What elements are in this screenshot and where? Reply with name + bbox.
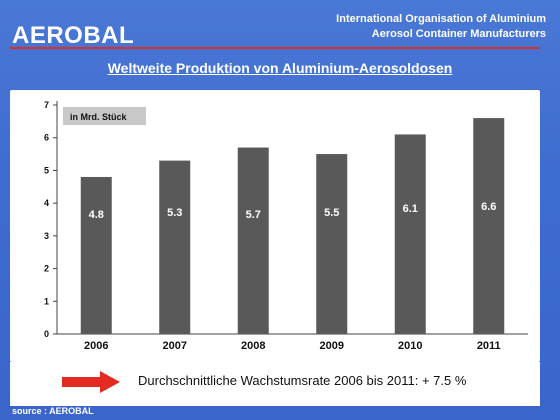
y-tick-label: 0 [44,329,49,339]
x-tick-label-2006: 2006 [84,340,108,352]
y-tick-label: 6 [44,133,49,143]
chart-title: Weltweite Produktion von Aluminium-Aeros… [107,60,453,76]
organisation-line-1: International Organisation of Aluminium [336,13,546,25]
unit-label: in Mrd. Stück [70,112,127,122]
bar-2008 [237,147,269,334]
bar-2011 [473,118,505,334]
unit-label-box [63,107,146,125]
bar-2007 [159,160,191,334]
bar-series [80,118,505,334]
summary-panel: Durchschnittliche Wachstumsrate 2006 bis… [10,362,540,406]
growth-rate-note: Durchschnittliche Wachstumsrate 2006 bis… [138,373,467,388]
data-label-2007: 5.3 [167,207,182,219]
y-tick-label: 2 [44,264,49,274]
bar-2009 [316,154,348,334]
source-credit: source : AEROBAL [12,406,94,416]
header-divider [10,47,540,49]
y-tick-label: 3 [44,231,49,241]
brand-logo: AEROBAL [12,22,135,49]
right-arrow-icon [62,371,120,393]
bar-2006 [80,176,112,334]
data-label-2011: 6.6 [481,201,496,213]
y-tick-label: 5 [44,165,49,175]
x-tick-label-2011: 2011 [477,340,501,352]
x-tick-label-2007: 2007 [163,340,187,352]
y-tick-label: 1 [44,296,49,306]
data-label-2010: 6.1 [403,203,418,215]
organisation-name: International Organisation of Aluminium … [336,12,546,42]
x-tick-label-2009: 2009 [320,340,344,352]
y-tick-label: 4 [44,198,49,208]
x-tick-label-2010: 2010 [398,340,422,352]
bar-chart: 0 1 2 3 4 5 6 7 in Mrd. Stück 4.8 2006 5.3 2007 5.7 20… [44,100,528,352]
data-label-2006: 4.8 [89,209,104,221]
chart-panel: 0 1 2 3 4 5 6 7 in Mrd. Stück 4.8 2006 5.3 2007 5.7 20… [10,90,540,362]
organisation-line-2: Aerosol Container Manufacturers [371,28,546,40]
x-tick-label-2008: 2008 [241,340,265,352]
y-tick-label: 7 [44,100,49,110]
bar-2010 [394,134,426,334]
data-label-2009: 5.5 [324,207,339,219]
data-label-2008: 5.7 [246,209,261,221]
